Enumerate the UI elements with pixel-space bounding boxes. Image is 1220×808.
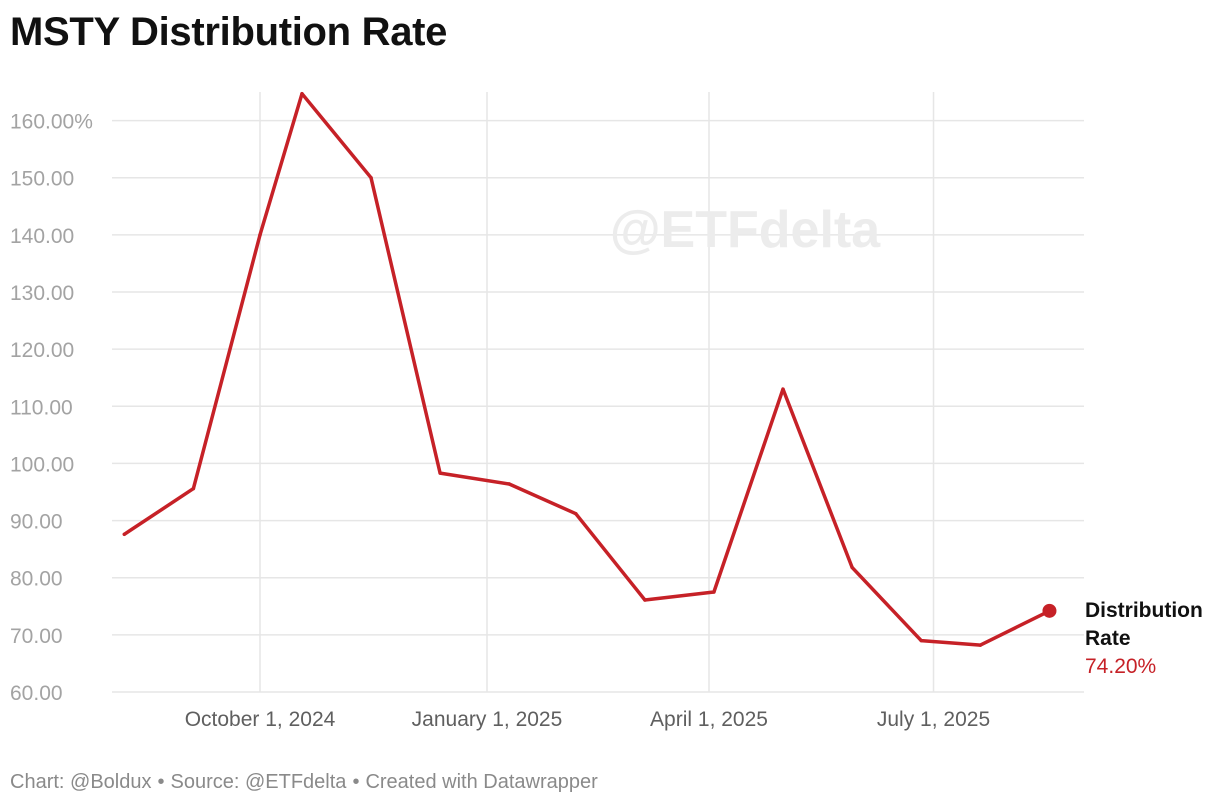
end-label-name-line-1: Distribution (1085, 599, 1203, 622)
series-end-label: Distribution Rate 74.20% (1085, 599, 1203, 678)
y-tick-label: 80.00 (10, 568, 63, 591)
y-tick-label: 60.00 (10, 682, 63, 705)
end-point-marker (1042, 603, 1057, 618)
x-tick-label: April 1, 2025 (650, 708, 768, 731)
watermark: @ETFdelta (610, 201, 881, 259)
x-tick-label: October 1, 2024 (185, 708, 336, 731)
chart-footer: Chart: @Boldux • Source: @ETFdelta • Created… (10, 771, 598, 794)
data-point (258, 233, 262, 237)
data-point (850, 565, 854, 570)
data-point (122, 532, 127, 536)
y-tick-label: 150.00 (10, 168, 74, 191)
x-gridlines (259, 92, 935, 692)
y-tick-label: 90.00 (10, 511, 63, 534)
y-tick-label: 70.00 (10, 625, 63, 648)
end-label-name-line-2: Rate (1085, 627, 1131, 650)
series-group (122, 91, 1057, 647)
y-tick-label: 130.00 (10, 282, 74, 305)
data-point (919, 638, 923, 643)
data-point (507, 482, 511, 486)
y-axis-ticks: 160.00% 150.00 140.00 130.00 120.00 110.00 100… (10, 111, 93, 705)
chart-title: MSTY Distribution Rate (10, 10, 448, 54)
y-tick-label: 110.00 (10, 396, 73, 419)
y-tick-label: 160.00% (10, 111, 93, 134)
data-point (438, 471, 442, 475)
data-point (191, 486, 196, 491)
footer-separator: • (157, 771, 165, 793)
data-point (712, 590, 716, 594)
footer-separator: • (352, 771, 360, 793)
x-tick-label: January 1, 2025 (412, 708, 563, 731)
data-point (300, 92, 304, 96)
data-point (574, 512, 578, 516)
x-tick-label: July 1, 2025 (877, 708, 990, 731)
y-tick-label: 120.00 (10, 339, 74, 362)
footer-source: Source: @ETFdelta (170, 771, 347, 793)
data-point (369, 176, 373, 180)
x-axis-ticks: October 1, 2024 January 1, 2025 April 1, 2… (185, 708, 990, 731)
data-point (781, 387, 785, 391)
data-point (643, 598, 647, 602)
y-gridlines (112, 119, 1084, 693)
series-line (122, 91, 1052, 647)
data-point (978, 643, 983, 647)
footer-credit: Chart: @Boldux (10, 771, 152, 793)
footer-created: Created with Datawrapper (365, 771, 598, 793)
end-label-value: 74.20% (1085, 655, 1156, 678)
y-tick-label: 100.00 (10, 453, 74, 476)
y-tick-label: 140.00 (10, 225, 74, 248)
